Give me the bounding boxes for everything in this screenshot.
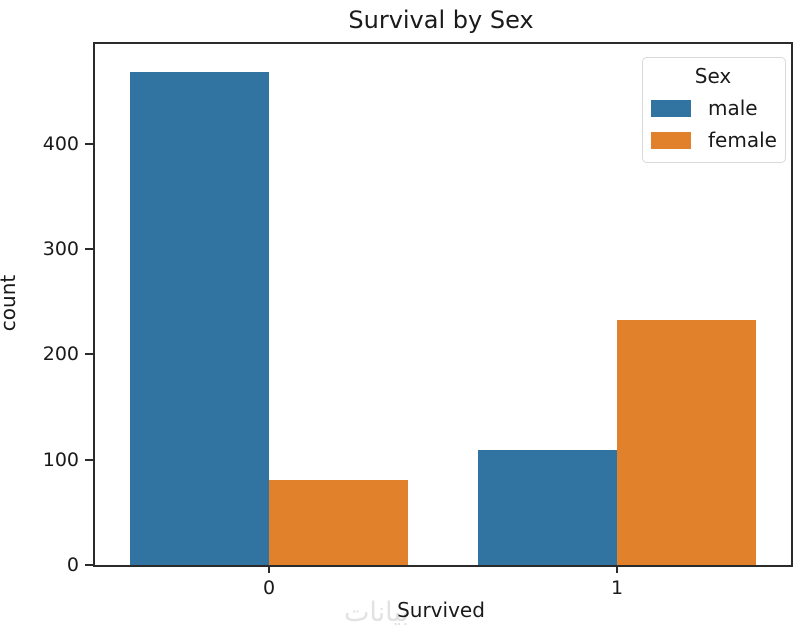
plot-area: 0 100 200 300 400 0 1 Sex male female xyxy=(43,42,793,599)
y-tick-mark xyxy=(85,142,93,145)
bars-layer xyxy=(95,44,791,565)
legend-title: Sex xyxy=(694,64,732,88)
legend-label: male xyxy=(708,96,758,120)
y-tick-mark xyxy=(85,458,93,461)
x-axis-label: Survived xyxy=(397,598,485,622)
y-tick-mark xyxy=(85,564,93,566)
y-tick-mark xyxy=(85,353,93,356)
bar-female-category-1 xyxy=(617,319,757,565)
watermark-text: بيانات xyxy=(344,597,410,628)
legend-entries: male female xyxy=(651,96,777,152)
bar-male-category-0 xyxy=(129,72,269,565)
y-tick-label: 300 xyxy=(42,238,79,261)
legend: Sex male female xyxy=(642,57,786,163)
x-tick-label: 1 xyxy=(610,577,624,599)
legend-label: female xyxy=(708,128,777,152)
x-tick-mark xyxy=(616,565,618,573)
legend-entry-female: female xyxy=(651,128,777,152)
y-axis-label: count xyxy=(0,274,20,332)
bar-female-category-0 xyxy=(269,479,409,565)
y-tick-mark xyxy=(85,248,93,251)
legend-swatch-female xyxy=(651,131,691,149)
legend-entry-male: male xyxy=(651,96,775,120)
y-tick-label: 200 xyxy=(42,343,79,366)
x-tick-mark xyxy=(268,565,270,573)
legend-swatch-male xyxy=(651,99,691,117)
x-tick-label: 0 xyxy=(262,577,276,599)
y-tick-label: 400 xyxy=(42,132,79,155)
y-tick-label: 100 xyxy=(42,448,79,471)
y-tick-label: 0 xyxy=(66,554,79,576)
bar-male-category-1 xyxy=(477,450,617,565)
chart-title: Survival by Sex xyxy=(348,6,534,34)
